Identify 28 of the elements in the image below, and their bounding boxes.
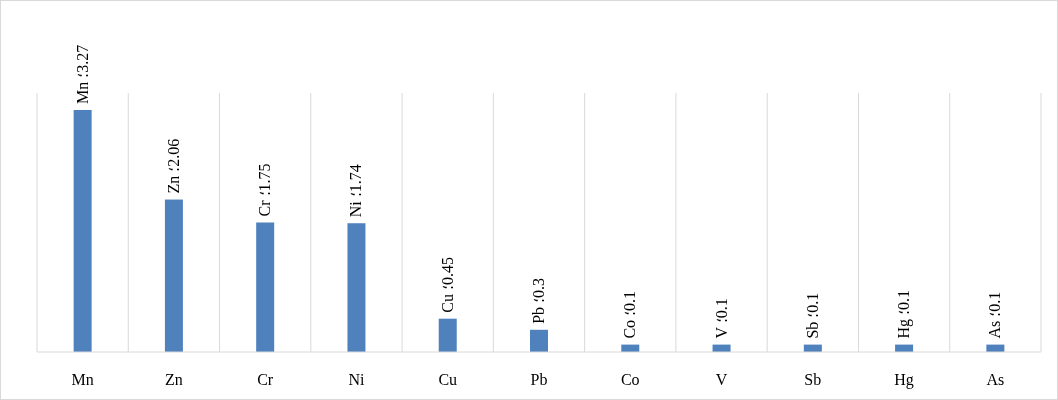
bar	[164, 199, 183, 352]
data-label: Mn ؛3.27	[73, 44, 91, 104]
x-tick-label: Co	[620, 371, 640, 388]
x-tick-label: As	[986, 371, 1005, 388]
data-label: Hg ؛0.1	[895, 290, 914, 339]
x-tick-label: Ni	[348, 371, 366, 388]
x-tick-label: Hg	[894, 371, 914, 389]
bar	[530, 329, 548, 352]
data-label: Cu ؛0.45	[438, 257, 456, 313]
data-label: As ؛0.1	[986, 291, 1004, 339]
x-tick-label: Pb	[530, 371, 548, 388]
x-tick-label: Zn	[165, 371, 183, 388]
x-tick-label: Cu	[438, 371, 458, 388]
bar	[256, 222, 275, 352]
data-label: Ni ؛1.74	[347, 164, 365, 218]
x-tick-label: Cr	[257, 371, 274, 388]
data-label: Cr ؛1.75	[256, 163, 274, 217]
x-tick-label: Mn	[71, 371, 94, 388]
x-tick-label: V	[715, 371, 728, 388]
data-label: Zn ؛2.06	[164, 138, 182, 194]
x-tick-label: Sb	[804, 371, 822, 388]
data-label: Co ؛0.1	[621, 290, 639, 339]
data-label: V ؛0.1	[712, 298, 730, 339]
data-label: Pb ؛0.3	[530, 277, 547, 324]
data-label: Sb ؛0.1	[803, 292, 821, 339]
bar	[73, 110, 92, 352]
bar	[347, 223, 366, 352]
bar	[438, 318, 457, 352]
